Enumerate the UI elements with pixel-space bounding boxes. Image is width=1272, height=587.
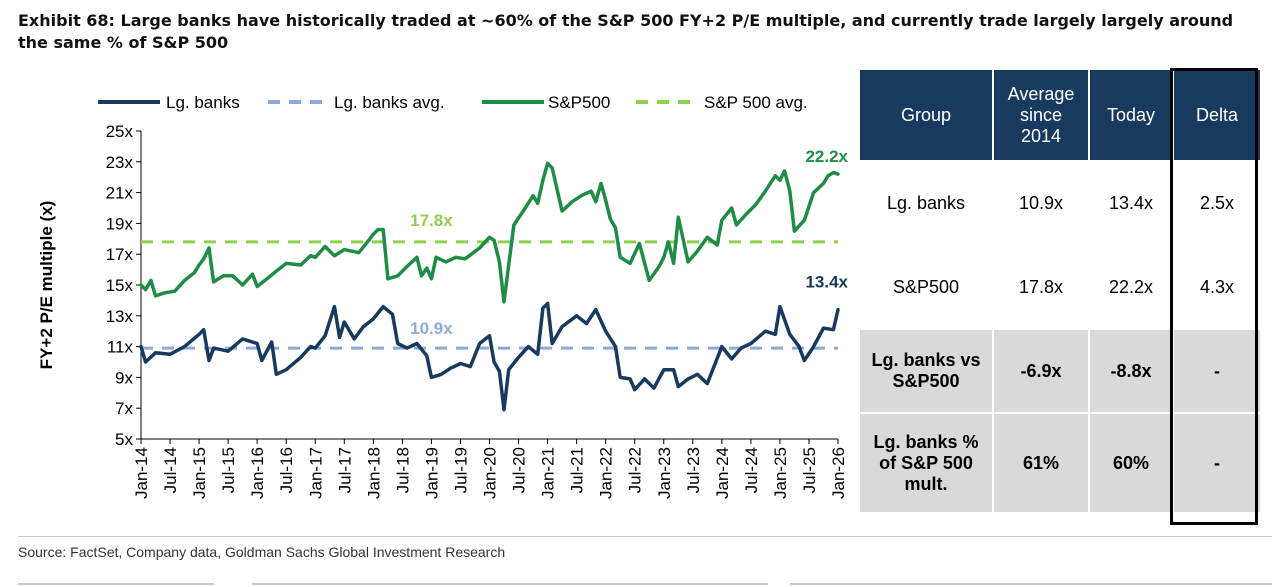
x-tick-label: Jul-22 [626, 447, 645, 493]
table-row: Lg. banks 10.9x 13.4x 2.5x [858, 160, 1262, 246]
x-tick-label: Jan-25 [771, 447, 790, 499]
y-tick-label: 25x [106, 122, 134, 141]
summary-table: Group Average since 2014 Today Delta Lg.… [858, 68, 1262, 514]
row-average: -6.9x [992, 328, 1090, 414]
x-tick-label: Jan-21 [539, 447, 558, 499]
header-delta: Delta [1172, 68, 1262, 162]
data-label: 10.9x [410, 319, 453, 338]
y-tick-label: 13x [106, 307, 134, 326]
x-tick-label: Jan-26 [829, 447, 848, 499]
y-tick-label: 23x [106, 153, 134, 172]
legend-label: Lg. banks avg. [334, 93, 445, 112]
x-tick-label: Jan-16 [248, 447, 267, 499]
x-tick-label: Jul-17 [335, 447, 354, 493]
divider [18, 536, 1272, 537]
row-delta: 2.5x [1172, 160, 1262, 246]
y-tick-label: 5x [115, 430, 133, 449]
row-delta: - [1172, 412, 1262, 514]
header-average: Average since 2014 [992, 68, 1090, 162]
y-tick-label: 11x [107, 338, 134, 357]
table-header-row: Group Average since 2014 Today Delta [858, 68, 1262, 162]
data-label: 22.2x [805, 147, 848, 166]
row-today: 13.4x [1088, 160, 1174, 246]
exhibit-title: Exhibit 68: Large banks have historicall… [18, 11, 1234, 52]
row-group: Lg. banks % of S&P 500 mult. [858, 412, 994, 514]
y-tick-label: 21x [106, 184, 134, 203]
row-average: 17.8x [992, 244, 1090, 330]
x-tick-label: Jul-18 [393, 447, 412, 493]
row-delta: - [1172, 328, 1262, 414]
x-tick-label: Jan-24 [713, 447, 732, 499]
x-tick-label: Jul-23 [684, 447, 703, 493]
x-tick-label: Jan-20 [481, 447, 500, 499]
y-tick-label: 17x [106, 245, 134, 264]
x-tick-label: Jul-19 [451, 447, 470, 493]
x-tick-label: Jul-15 [219, 447, 238, 493]
x-tick-label: Jul-14 [161, 447, 180, 493]
row-delta: 4.3x [1172, 244, 1262, 330]
row-group: Lg. banks vs S&P500 [858, 328, 994, 414]
data-label: 13.4x [805, 273, 848, 292]
y-tick-label: 15x [106, 276, 134, 295]
row-today: 22.2x [1088, 244, 1174, 330]
table-row: Lg. banks vs S&P500 -6.9x -8.8x - [858, 328, 1262, 414]
table-row: S&P500 17.8x 22.2x 4.3x [858, 244, 1262, 330]
x-tick-label: Jan-14 [132, 447, 151, 499]
divider [790, 583, 1272, 585]
source-note: Source: FactSet, Company data, Goldman S… [18, 544, 506, 560]
legend-label: Lg. banks [166, 93, 240, 112]
x-tick-label: Jan-18 [364, 447, 383, 499]
x-tick-label: Jul-16 [277, 447, 296, 493]
x-tick-label: Jul-21 [568, 447, 587, 493]
series-line-s-p500 [139, 161, 840, 304]
series-line-lg-banks [139, 301, 840, 412]
table-row: Lg. banks % of S&P 500 mult. 61% 60% - [858, 412, 1262, 514]
header-group: Group [858, 68, 994, 162]
x-tick-label: Jan-19 [422, 447, 441, 499]
y-axis-title: FY+2 P/E multiple (x) [37, 201, 56, 370]
row-today: -8.8x [1088, 328, 1174, 414]
x-tick-label: Jan-15 [190, 447, 209, 499]
data-label: 17.8x [410, 211, 453, 230]
row-group: Lg. banks [858, 160, 994, 246]
y-tick-label: 7x [115, 399, 133, 418]
x-tick-label: Jul-25 [800, 447, 819, 493]
legend-label: S&P500 [548, 93, 610, 112]
row-group: S&P500 [858, 244, 994, 330]
x-tick-label: Jul-20 [510, 447, 529, 493]
legend-label: S&P 500 avg. [704, 93, 808, 112]
x-tick-label: Jul-24 [742, 447, 761, 493]
header-today: Today [1088, 68, 1174, 162]
row-today: 60% [1088, 412, 1174, 514]
y-tick-label: 19x [106, 214, 134, 233]
row-average: 61% [992, 412, 1090, 514]
row-average: 10.9x [992, 160, 1090, 246]
x-tick-label: Jan-22 [597, 447, 616, 499]
x-tick-label: Jan-17 [306, 447, 325, 499]
divider [18, 583, 214, 585]
x-tick-label: Jan-23 [655, 447, 674, 499]
divider [252, 583, 768, 585]
y-tick-label: 9x [115, 368, 133, 387]
